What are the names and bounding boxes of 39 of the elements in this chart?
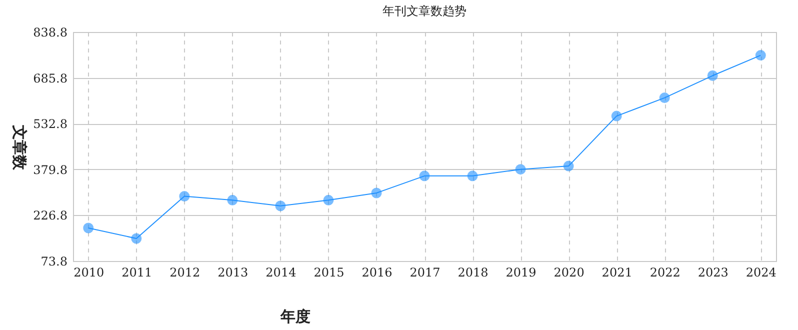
y-tick-label: 73.8 (40, 254, 68, 268)
point (515, 164, 526, 175)
point (755, 50, 766, 61)
chart-title: 年刊文章数趋势 (382, 4, 466, 18)
point (275, 200, 286, 212)
y-tick-label: 838.8 (33, 26, 68, 40)
x-tick-label: 2016 (362, 266, 392, 280)
point (323, 194, 334, 206)
y-tick-label: 685.8 (33, 71, 68, 86)
x-tick-label: 2020 (554, 266, 584, 280)
x-tick-label: 2017 (410, 266, 440, 280)
x-tick-label: 2022 (650, 266, 680, 280)
x-tick-label: 2014 (266, 266, 297, 280)
x-tick-label: 2012 (170, 266, 200, 280)
x-tick-label: 2013 (218, 266, 248, 280)
x-tick-label: 2010 (74, 266, 104, 280)
x-tick-label: 2011 (122, 266, 152, 280)
x-tick-label: 2023 (698, 266, 728, 280)
point (659, 92, 670, 104)
point (563, 160, 574, 172)
y-tick-label: 226.8 (33, 208, 68, 223)
x-tick-label: 2021 (602, 266, 632, 280)
x-axis-title: 年度 (280, 308, 310, 326)
point (419, 170, 430, 182)
point (131, 233, 142, 244)
x-tick-label: 2015 (314, 266, 344, 280)
point (179, 191, 190, 202)
x-tick-label: 2019 (506, 266, 536, 280)
y-tick-label: 532.8 (33, 117, 68, 132)
point (707, 70, 718, 81)
point (83, 222, 94, 234)
point (467, 170, 478, 182)
y-tick-label: 379.8 (33, 162, 68, 177)
x-tick-label: 2018 (458, 266, 488, 280)
point (371, 188, 382, 198)
x-tick-label: 2024 (746, 266, 777, 280)
y-axis-title: 文章数 (10, 124, 28, 171)
point (227, 194, 238, 206)
point (611, 110, 622, 122)
